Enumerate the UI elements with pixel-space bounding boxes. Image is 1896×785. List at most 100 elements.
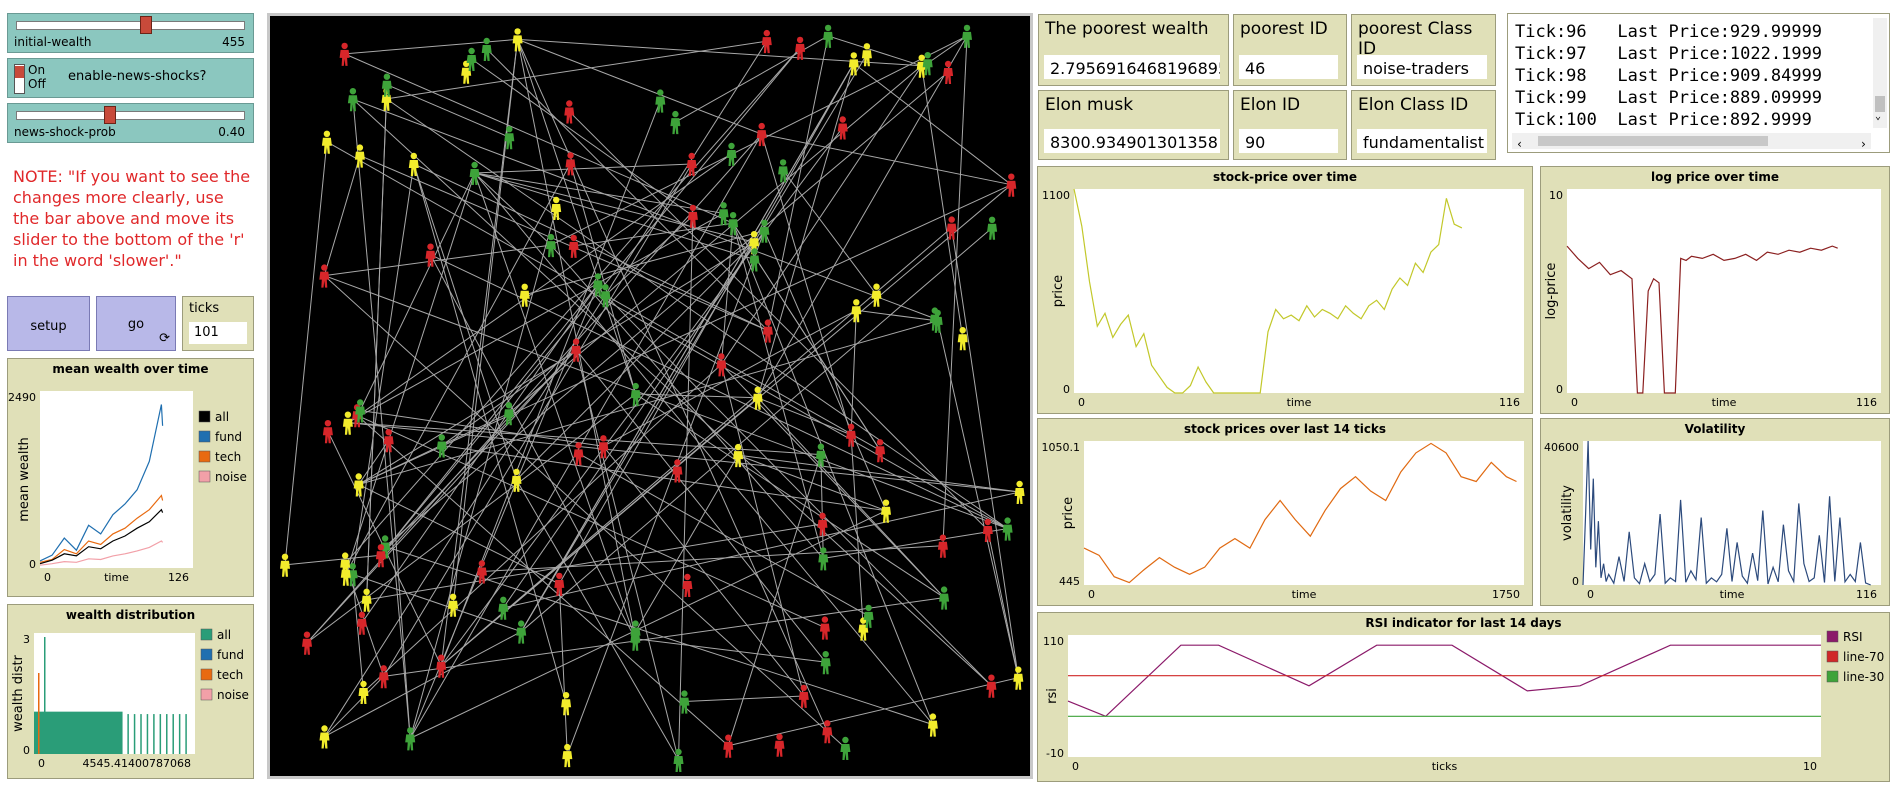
output-area[interactable]: Tick:96 Last Price:929.99999 Tick:97 Last… (1507, 13, 1890, 153)
person-icon[interactable] (353, 473, 364, 497)
person-icon[interactable] (795, 36, 806, 60)
person-icon[interactable] (916, 54, 927, 78)
person-icon[interactable] (630, 382, 641, 407)
person-icon[interactable] (749, 248, 760, 272)
person-icon[interactable] (322, 420, 333, 444)
person-icon[interactable] (726, 142, 737, 166)
initial-wealth-slider[interactable]: initial-wealth 455 (7, 13, 254, 53)
person-icon[interactable] (565, 152, 576, 176)
scroll-thumb[interactable] (1538, 136, 1768, 146)
person-icon[interactable] (752, 386, 763, 410)
world-view[interactable] (267, 13, 1033, 779)
person-icon[interactable] (778, 159, 789, 183)
person-icon[interactable] (987, 216, 998, 240)
person-icon[interactable] (481, 37, 492, 61)
person-icon[interactable] (466, 47, 477, 71)
person-icon[interactable] (687, 204, 698, 228)
person-icon[interactable] (516, 620, 527, 644)
vertical-scrollbar[interactable]: ⌄ (1873, 18, 1887, 128)
slider-thumb[interactable] (139, 16, 152, 34)
scroll-right-icon[interactable]: › (1859, 137, 1867, 151)
person-icon[interactable] (922, 52, 933, 76)
person-icon[interactable] (1002, 517, 1013, 541)
person-icon[interactable] (448, 593, 459, 617)
person-icon[interactable] (655, 89, 666, 113)
person-icon[interactable] (280, 553, 290, 577)
slider-thumb[interactable] (104, 106, 117, 124)
person-icon[interactable] (321, 130, 332, 154)
person-icon[interactable] (436, 654, 447, 678)
person-icon[interactable] (840, 736, 851, 760)
person-icon[interactable] (562, 743, 573, 768)
person-icon[interactable] (342, 411, 353, 435)
person-icon[interactable] (503, 402, 514, 426)
person-icon[interactable] (340, 552, 351, 576)
person-icon[interactable] (600, 284, 611, 308)
person-icon[interactable] (498, 596, 509, 620)
person-icon[interactable] (982, 518, 993, 542)
person-icon[interactable] (405, 727, 416, 751)
person-icon[interactable] (670, 110, 681, 135)
person-icon[interactable] (686, 152, 697, 176)
person-icon[interactable] (733, 443, 744, 468)
person-icon[interactable] (943, 60, 954, 84)
person-icon[interactable] (347, 88, 358, 112)
person-icon[interactable] (355, 399, 366, 423)
person-icon[interactable] (512, 28, 523, 52)
go-button[interactable]: go ⟳ (96, 296, 176, 351)
person-icon[interactable] (682, 573, 693, 597)
toggle-icon[interactable] (14, 64, 25, 94)
person-icon[interactable] (564, 100, 575, 124)
person-icon[interactable] (356, 611, 367, 635)
person-icon[interactable] (381, 73, 392, 97)
person-icon[interactable] (436, 434, 447, 458)
person-icon[interactable] (861, 43, 872, 67)
person-icon[interactable] (354, 144, 365, 168)
person-icon[interactable] (469, 161, 480, 185)
person-icon[interactable] (358, 680, 369, 704)
person-icon[interactable] (593, 273, 603, 297)
scroll-thumb[interactable] (1875, 96, 1885, 112)
person-icon[interactable] (728, 212, 739, 236)
person-icon[interactable] (554, 572, 565, 596)
person-icon[interactable] (561, 692, 572, 716)
person-icon[interactable] (875, 439, 886, 463)
news-shock-prob-slider[interactable]: news-shock-prob 0.40 (7, 103, 254, 143)
person-icon[interactable] (630, 627, 641, 651)
person-icon[interactable] (927, 713, 938, 737)
person-icon[interactable] (408, 152, 419, 176)
person-icon[interactable] (822, 720, 833, 744)
person-icon[interactable] (881, 499, 891, 523)
person-icon[interactable] (504, 126, 515, 150)
person-icon[interactable] (361, 588, 372, 612)
person-icon[interactable] (937, 534, 948, 558)
person-icon[interactable] (957, 327, 968, 351)
person-icon[interactable] (939, 586, 950, 610)
person-icon[interactable] (319, 264, 330, 288)
person-icon[interactable] (798, 684, 809, 708)
person-icon[interactable] (425, 243, 436, 267)
person-icon[interactable] (519, 283, 530, 307)
person-icon[interactable] (476, 560, 487, 584)
person-icon[interactable] (761, 29, 772, 54)
person-icon[interactable] (756, 122, 767, 147)
person-icon[interactable] (848, 52, 859, 76)
person-icon[interactable] (1014, 480, 1025, 504)
person-icon[interactable] (962, 24, 972, 48)
person-icon[interactable] (551, 196, 562, 220)
person-icon[interactable] (598, 435, 609, 459)
slider-track[interactable] (16, 111, 245, 120)
person-icon[interactable] (716, 353, 727, 377)
person-icon[interactable] (679, 690, 690, 714)
person-icon[interactable] (1006, 173, 1017, 197)
person-icon[interactable] (672, 459, 683, 483)
setup-button[interactable]: setup (7, 296, 90, 351)
person-icon[interactable] (511, 468, 522, 492)
person-icon[interactable] (817, 512, 828, 536)
person-icon[interactable] (339, 42, 350, 66)
person-icon[interactable] (571, 338, 582, 362)
person-icon[interactable] (815, 443, 826, 467)
person-icon[interactable] (863, 604, 874, 628)
person-icon[interactable] (762, 319, 773, 343)
person-icon[interactable] (820, 651, 831, 675)
